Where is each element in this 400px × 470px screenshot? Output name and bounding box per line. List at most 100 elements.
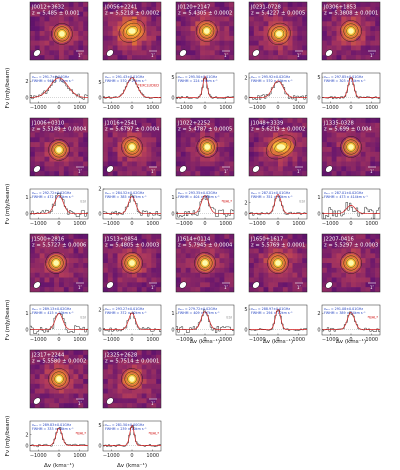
x-tick-label: −1000: [176, 337, 193, 343]
y-tick-label: 0: [244, 95, 247, 101]
fwhm-label: FWHM = 294 ± 12km s⁻¹: [251, 311, 293, 315]
y-tick-label: 0: [25, 211, 28, 217]
y-tick-label: 0: [171, 327, 174, 333]
quasar-name: J2317+2244: [31, 353, 65, 359]
gaussian-fit: [30, 427, 88, 446]
observed-frequency: νₒₑₛ = 281.50±0.00GHz: [105, 423, 144, 427]
gaussian-fit: [322, 311, 380, 330]
x-tick-label: −1000: [176, 221, 193, 227]
x-tick-label: 1000: [73, 337, 86, 343]
observed-frequency: νₒₑₛ = 291.08±0.01GHz: [324, 307, 363, 311]
x-tick-label: 1000: [219, 337, 232, 343]
beam-ellipse: [325, 49, 333, 57]
scale-label: 1″: [151, 401, 156, 406]
x-tick-label: 1000: [365, 105, 378, 111]
x-tick-label: 1000: [219, 221, 232, 227]
gaussian-fit: [176, 75, 234, 98]
esi-label: ESI: [80, 316, 86, 320]
observed-frequency: νₒₑₛ = 297.85±0.01GHz: [324, 75, 363, 79]
quasar-name: J2207-0416: [323, 237, 354, 243]
x-axis-label: Δv (kms⁻¹): [190, 338, 220, 345]
x-axis-label: Δv (kms⁻¹): [336, 338, 366, 345]
x-tick-label: −1000: [30, 221, 47, 227]
beam-ellipse: [33, 49, 41, 57]
x-tick-label: 0: [57, 105, 60, 111]
gaussian-fit: [30, 195, 88, 214]
x-tick-label: 0: [276, 337, 279, 343]
fwhm-label: FWHM = 472 ± 43km s⁻¹: [32, 195, 74, 199]
x-tick-label: 1000: [219, 105, 232, 111]
y-tick-label: 2: [244, 76, 247, 82]
y-tick-label: 1: [171, 311, 174, 317]
scale-label: 1″: [370, 285, 375, 290]
scale-label: 1″: [224, 53, 229, 58]
y-tick-label: 5: [317, 75, 320, 81]
scale-label: 1″: [78, 53, 83, 58]
observed-frequency: νₒₑₛ = 289.13±0.02GHz: [32, 307, 71, 311]
x-tick-label: −1000: [103, 221, 120, 227]
quasar-name: J0056+2241: [104, 5, 137, 11]
quasar-name: J1650+1617: [250, 237, 283, 243]
x-tick-label: 0: [57, 337, 60, 343]
gaussian-fit: [103, 77, 161, 98]
x-tick-label: −1000: [30, 105, 47, 111]
scale-label: 1″: [370, 169, 375, 174]
spectrum-data: [249, 81, 307, 101]
fwhm-label: FWHM = 415 ± 50km s⁻¹: [32, 311, 74, 315]
x-tick-label: 0: [57, 453, 60, 459]
x-tick-label: −1000: [249, 105, 266, 111]
redshift-label: z = 5.5580 ± 0.0002: [32, 359, 86, 365]
redshift-label: z = 5.4305 ± 0.0002: [178, 11, 232, 17]
fwhm-label: FWHM = 473 ± 414km s⁻¹: [324, 195, 368, 199]
x-tick-label: 0: [130, 221, 133, 227]
y-tick-label: 2: [98, 308, 101, 314]
fwhm-label: FWHM = 570 ± 24km s⁻¹: [105, 79, 147, 83]
gaussian-fit: [29, 77, 89, 98]
gaussian-fit: [30, 312, 88, 330]
quasar-name: J1513+0854: [104, 237, 138, 243]
fwhm-label: FWHM = 351 ± 20km s⁻¹: [251, 195, 293, 199]
redshift-label: z = 5.699 ± 0.004: [324, 127, 372, 133]
beam-ellipse: [33, 397, 41, 405]
beam-ellipse: [106, 281, 114, 289]
x-tick-label: −1000: [103, 453, 120, 459]
y-tick-label: 0: [98, 443, 101, 449]
quasar-name: J0012+3632: [31, 5, 64, 11]
redshift-label: z = 5.4227 ± 0.0005: [251, 11, 305, 17]
scale-label: 1″: [151, 285, 156, 290]
redshift-label: z = 5.7514 ± 0.0001: [105, 359, 159, 365]
beam-ellipse: [179, 165, 187, 173]
x-axis-label: Δv (kms⁻¹): [44, 462, 74, 469]
redshift-label: z = 5.4787 ± 0.0005: [178, 127, 232, 133]
y-tick-label: 0: [317, 327, 320, 333]
x-tick-label: −1000: [322, 221, 339, 227]
y-tick-label: 2: [25, 79, 28, 85]
beam-ellipse: [106, 165, 114, 173]
y-tick-label: 0: [98, 327, 101, 333]
gaussian-fit: [176, 195, 234, 214]
observed-frequency: νₒₑₛ = 293.35±0.02GHz: [178, 191, 217, 195]
quasar-name: J1016+2541: [104, 121, 137, 127]
x-tick-label: 0: [130, 337, 133, 343]
x-tick-label: 1000: [365, 337, 378, 343]
x-tick-label: 0: [349, 337, 352, 343]
x-tick-label: 0: [276, 221, 279, 227]
x-tick-label: 1000: [292, 337, 305, 343]
quasar-name: J1022+2252: [177, 121, 210, 127]
fwhm-label: FWHM = 239 ± 10km s⁻¹: [105, 427, 147, 431]
redshift-label: z = 5.5297 ± 0.0003: [324, 243, 378, 249]
y-axis-label: Fν (mJy/beam): [5, 300, 11, 341]
x-tick-label: 1000: [146, 337, 159, 343]
